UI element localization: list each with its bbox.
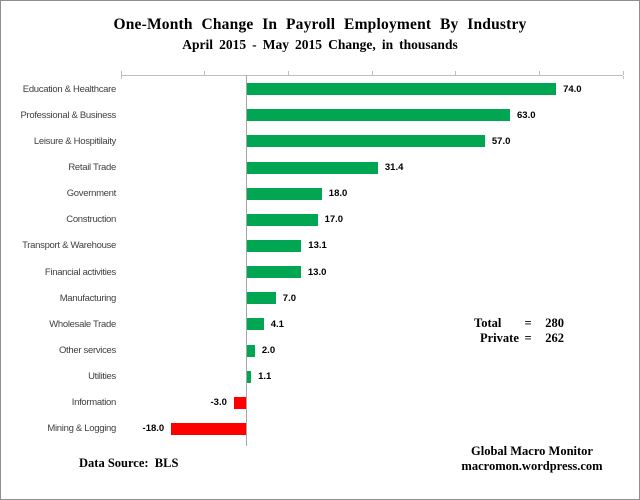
value-label: 1.1	[258, 371, 272, 383]
category-label: Professional & Business	[20, 109, 116, 121]
axis-tick	[622, 71, 624, 75]
value-bar	[233, 396, 247, 409]
axis-tick	[455, 71, 457, 75]
chart-title: One-Month Change In Payroll Employment B…	[113, 16, 527, 33]
axis-end-tick	[120, 76, 122, 79]
value-label: 57.0	[491, 135, 511, 147]
value-label: -3.0	[210, 397, 227, 409]
value-label: 2.0	[261, 345, 276, 356]
value-label: 17.0	[324, 214, 344, 226]
category-label: Other services	[58, 345, 116, 356]
private-row: Private = 262	[474, 331, 564, 346]
value-axis-line	[121, 75, 623, 76]
total-row: Total = 280	[474, 316, 564, 331]
value-bar	[246, 135, 485, 148]
value-bar	[246, 318, 264, 331]
value-label: 13.1	[308, 240, 327, 252]
credit-url: macromon.wordpress.com	[461, 459, 603, 473]
total-equals: =	[524, 316, 532, 330]
category-label: Information	[71, 397, 117, 409]
category-label: Construction	[66, 214, 116, 226]
axis-tick	[120, 71, 122, 75]
axis-tick	[371, 71, 373, 75]
value-bar	[246, 344, 255, 357]
category-label: Manufacturing	[59, 292, 117, 304]
value-label: 18.0	[328, 188, 348, 200]
value-label: -18.0	[142, 423, 165, 435]
chart-subtitle: April 2015 - May 2015 Change, in thousan…	[182, 37, 458, 52]
total-value: 280	[545, 316, 564, 330]
category-label: Mining & Logging	[47, 423, 116, 435]
value-label: 7.0	[282, 292, 297, 304]
axis-tick	[287, 71, 289, 75]
value-bar	[246, 213, 318, 226]
zero-baseline	[246, 75, 247, 446]
value-bar	[246, 292, 276, 305]
private-value: 262	[545, 331, 564, 345]
category-label: Financial activities	[44, 266, 116, 278]
category-label: Retail Trade	[68, 162, 116, 173]
data-source-note: Data Source: BLS	[79, 456, 179, 470]
value-bar	[171, 422, 247, 435]
value-bar	[246, 187, 322, 200]
value-label: 4.1	[270, 318, 284, 330]
category-label: Wholesale Trade	[49, 318, 116, 330]
private-equals: =	[524, 331, 532, 345]
value-label: 13.0	[307, 266, 327, 278]
axis-tick	[538, 71, 540, 75]
private-label: Private	[480, 331, 519, 345]
totals-annotation: Total = 280 Private = 262	[474, 316, 564, 346]
category-label: Leisure & Hospitilaity	[33, 135, 116, 147]
value-label: 63.0	[517, 109, 536, 121]
credits-block: Global Macro Monitor macromon.wordpress.…	[447, 444, 617, 474]
total-label: Total	[474, 316, 502, 330]
title-block: One-Month Change In Payroll Employment B…	[1, 16, 639, 53]
value-bar	[246, 266, 301, 279]
category-label: Transport & Warehouse	[22, 240, 116, 252]
value-bar	[246, 161, 378, 174]
axis-tick	[204, 71, 206, 75]
category-label: Government	[66, 188, 117, 200]
value-bar	[246, 109, 511, 122]
axis-end-tick	[622, 76, 624, 79]
value-bar	[246, 370, 252, 383]
value-bar	[246, 239, 302, 252]
value-bar	[246, 83, 557, 96]
category-label: Utilities	[88, 371, 116, 383]
value-label: 31.4	[384, 162, 404, 173]
category-label: Education & Healthcare	[22, 83, 117, 95]
value-label: 74.0	[563, 83, 582, 95]
credit-name: Global Macro Monitor	[471, 444, 593, 458]
